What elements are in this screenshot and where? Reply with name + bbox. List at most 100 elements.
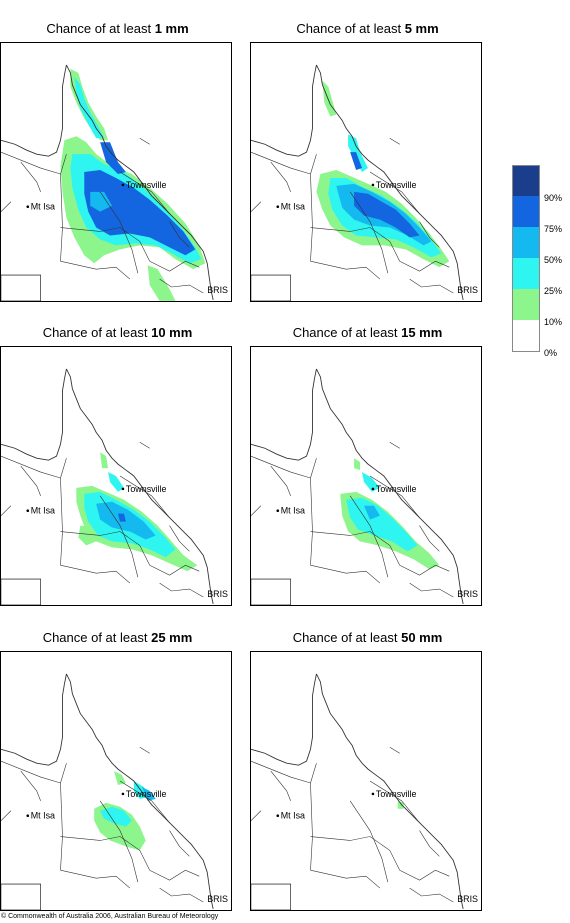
label-mt-isa: Mt Isa: [281, 811, 305, 821]
label-mt-isa: Mt Isa: [31, 811, 55, 821]
district-boundary: [60, 477, 63, 566]
district-boundary: [389, 747, 400, 754]
panel-title: Chance of at least 15 mm: [292, 325, 443, 340]
gulf-coastline: [251, 673, 317, 766]
coastline: [66, 673, 214, 909]
district-boundary: [389, 138, 400, 145]
district-boundary: [159, 887, 204, 903]
district-boundary: [60, 458, 67, 479]
district-boundary: [310, 477, 313, 566]
rain-probability-area: [90, 191, 113, 212]
panel-title: Chance of at least 50 mm: [292, 630, 443, 645]
probability-legend: 90% 75% 50% 25% 10% 0%: [512, 165, 570, 358]
district-boundary: [1, 578, 41, 605]
label-townsville-dot: [371, 183, 375, 187]
district-boundary: [159, 278, 204, 294]
district-boundary: [1, 883, 41, 910]
label-bris: BRIS: [457, 589, 478, 599]
rain-probability-area: [397, 800, 404, 809]
district-boundary: [99, 495, 139, 578]
rain-probability-area: [100, 806, 132, 827]
map-svg: Townsville Mt Isa BRIS: [1, 673, 228, 910]
gulf-coastline: [1, 673, 67, 766]
district-boundary: [60, 836, 150, 871]
district-boundary: [409, 582, 454, 598]
rain-probability-area: [114, 771, 126, 785]
district-boundary: [310, 227, 400, 262]
district-boundary: [1, 201, 12, 212]
label-townsville: Townsville: [376, 180, 417, 190]
district-boundary: [310, 869, 381, 889]
coastline: [66, 64, 214, 300]
label-mt-isa: Mt Isa: [281, 506, 305, 516]
district-boundary: [60, 782, 63, 871]
label-bris: BRIS: [457, 285, 478, 295]
map-svg: Townsville Mt Isa BRIS: [251, 673, 478, 910]
district-boundary: [60, 564, 131, 584]
label-mt-isa-dot: [26, 205, 30, 208]
legend-swatch-10: [512, 289, 540, 320]
boundary-box: [251, 274, 291, 301]
map-queensland: Townsville Mt Isa BRIS: [250, 42, 482, 302]
district-boundary: [369, 171, 420, 214]
label-townsville-dot: [121, 792, 125, 796]
rain-probability-area: [354, 458, 361, 471]
label-mt-isa: Mt Isa: [31, 202, 55, 212]
district-boundary: [251, 201, 262, 212]
district-boundary: [409, 278, 454, 294]
rain-probability-area: [84, 170, 196, 256]
district-boundary: [60, 763, 67, 784]
map-queensland: Townsville Mt Isa BRIS: [250, 346, 482, 606]
district-boundary: [159, 582, 204, 598]
district-boundary: [99, 191, 139, 274]
district-boundary: [1, 505, 12, 516]
district-boundary: [310, 458, 317, 479]
district-boundary: [99, 800, 139, 883]
district-boundary: [20, 161, 41, 192]
district-boundary: [60, 531, 150, 566]
label-mt-isa-dot: [276, 205, 280, 208]
district-boundary: [60, 260, 131, 280]
label-townsville: Townsville: [376, 484, 417, 494]
district-boundary: [251, 578, 291, 605]
label-bris: BRIS: [457, 894, 478, 904]
district-boundary: [419, 221, 440, 248]
legend-tick-90: 90%: [544, 193, 563, 203]
district-boundary: [119, 171, 170, 214]
map-queensland: Townsville Mt Isa BRIS: [0, 42, 232, 302]
boundary-box: [1, 883, 41, 910]
district-boundary: [60, 869, 131, 889]
district-boundary: [139, 442, 150, 449]
legend-tick-75: 75%: [544, 224, 563, 234]
rain-probability-area: [322, 80, 337, 117]
rain-probability-area: [74, 76, 105, 139]
label-mt-isa-dot: [276, 509, 280, 512]
gulf-coastline: [1, 368, 67, 461]
district-boundary: [251, 810, 262, 821]
legend-tick-0: 0%: [544, 348, 558, 358]
rain-probability-area: [100, 142, 126, 174]
rain-probability-area: [354, 191, 420, 238]
district-boundary: [349, 495, 389, 578]
label-townsville: Townsville: [126, 484, 167, 494]
district-boundary: [251, 760, 311, 784]
panel-title: Chance of at least 5 mm: [296, 21, 439, 36]
district-boundary: [139, 747, 150, 754]
label-mt-isa: Mt Isa: [281, 202, 305, 212]
district-boundary: [409, 887, 454, 903]
district-boundary: [139, 138, 150, 145]
rain-probability-area: [348, 134, 368, 172]
coastline: [316, 368, 464, 604]
district-boundary: [149, 869, 200, 881]
map-svg: Townsville Mt Isa BRIS: [251, 64, 478, 301]
district-boundary: [20, 465, 41, 496]
district-boundary: [251, 505, 262, 516]
district-boundary: [399, 869, 450, 881]
boundary-box: [251, 578, 291, 605]
district-boundary: [389, 442, 400, 449]
label-bris: BRIS: [207, 285, 228, 295]
map-svg: Townsville Mt Isa BRIS: [1, 368, 228, 605]
district-boundary: [399, 564, 450, 576]
panel-title: Chance of at least 10 mm: [42, 325, 193, 340]
label-townsville: Townsville: [126, 789, 167, 799]
